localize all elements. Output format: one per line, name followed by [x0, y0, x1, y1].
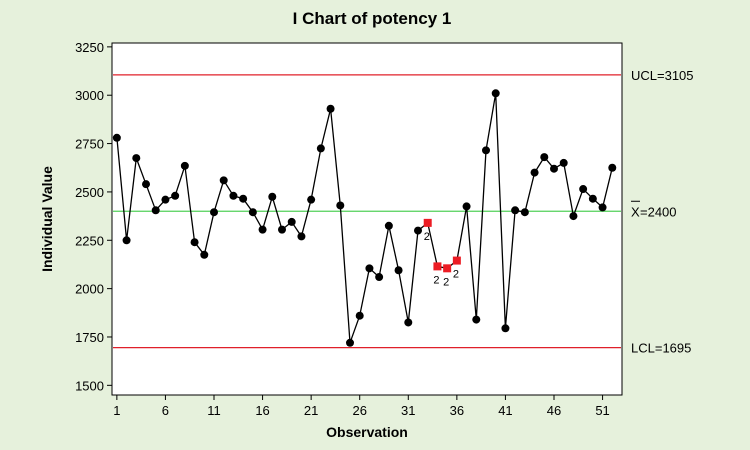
- x-tick-label: 1: [113, 403, 120, 418]
- x-tick-label: 26: [352, 403, 366, 418]
- data-point: [307, 195, 316, 204]
- data-point: [414, 226, 422, 235]
- y-tick-label: 3000: [75, 88, 104, 103]
- data-point: [384, 221, 393, 230]
- y-axis-label: Individual Value: [39, 166, 55, 272]
- data-point: [540, 153, 549, 162]
- data-point: [355, 311, 364, 320]
- data-point: [482, 146, 490, 155]
- data-point: [161, 195, 170, 204]
- data-point: [112, 133, 121, 142]
- data-point: [219, 176, 228, 185]
- data-point: [122, 236, 131, 245]
- flag-label: 2: [433, 274, 439, 286]
- flagged-point: [443, 264, 452, 273]
- data-point: [394, 266, 403, 275]
- control-limit-label: =2400: [640, 204, 677, 219]
- data-series: [116, 93, 613, 344]
- data-point: [151, 206, 160, 215]
- data-points: [112, 89, 617, 347]
- data-point: [297, 232, 306, 241]
- data-point: [268, 192, 277, 201]
- y-tick-label: 2750: [75, 137, 104, 152]
- data-point: [180, 161, 189, 170]
- flag-label: 2: [424, 231, 430, 243]
- data-point: [511, 206, 520, 215]
- x-tick-label: 16: [255, 403, 269, 418]
- x-axis: 1 6 11 16 21 26 31 36 41 46 51: [113, 395, 610, 418]
- data-point: [171, 191, 180, 200]
- flagged-point: [433, 262, 442, 271]
- x-tick-label: 31: [401, 403, 415, 418]
- data-point: [404, 318, 413, 327]
- y-tick-label: 2500: [75, 185, 104, 200]
- data-point: [142, 180, 150, 189]
- x-tick-label: 36: [450, 403, 464, 418]
- x-tick-label: 41: [498, 403, 512, 418]
- chart-title: I Chart of potency 1: [293, 9, 452, 28]
- plot-area: [111, 42, 623, 396]
- control-limits: UCL=3105 X =2400 LCL=1695: [113, 68, 694, 356]
- data-point: [229, 191, 238, 200]
- flagged-point: [423, 218, 432, 227]
- control-limit-label: UCL=3105: [631, 68, 694, 83]
- x-tick-label: 51: [595, 403, 609, 418]
- data-point: [326, 104, 335, 113]
- data-point: [579, 185, 588, 194]
- data-point: [132, 154, 141, 163]
- data-point: [190, 238, 199, 247]
- flagged-point: [452, 256, 461, 265]
- x-axis-label: Observation: [326, 424, 408, 440]
- x-tick-label: 11: [207, 403, 221, 418]
- data-point: [550, 164, 558, 173]
- x-tick-label: 21: [304, 403, 318, 418]
- data-point: [200, 250, 209, 259]
- data-point: [472, 315, 481, 324]
- data-point: [210, 208, 218, 217]
- data-point: [598, 203, 607, 212]
- data-point: [559, 158, 568, 167]
- flag-labels: 22 22: [424, 231, 459, 288]
- y-tick-label: 1750: [75, 330, 104, 345]
- x-tick-label: 6: [162, 403, 169, 418]
- flag-label: 2: [453, 269, 459, 281]
- y-tick-label: 2250: [75, 233, 104, 248]
- mean-symbol: X: [631, 204, 640, 219]
- data-point: [520, 208, 529, 217]
- data-point: [316, 144, 325, 153]
- data-point: [239, 194, 248, 203]
- control-limit-label: LCL=1695: [631, 341, 691, 356]
- data-point: [365, 264, 374, 273]
- y-axis: 1500 1750 2000 2250 2500 2750 3000 3250: [75, 40, 112, 393]
- y-tick-label: 2000: [75, 282, 104, 297]
- data-point: [258, 225, 267, 234]
- data-point: [248, 208, 257, 217]
- data-point: [346, 338, 354, 347]
- data-point: [588, 194, 597, 203]
- data-point: [608, 163, 617, 172]
- data-point: [278, 225, 286, 234]
- data-point: [462, 202, 471, 211]
- data-point: [491, 89, 500, 98]
- data-point: [530, 168, 539, 177]
- y-tick-label: 3250: [75, 40, 104, 55]
- data-point: [569, 212, 578, 221]
- y-tick-label: 1500: [75, 378, 104, 393]
- data-point: [501, 324, 510, 333]
- flag-label: 2: [443, 276, 449, 288]
- x-tick-label: 46: [547, 403, 561, 418]
- data-point: [336, 201, 345, 210]
- data-point: [287, 217, 296, 226]
- series-line: [116, 93, 613, 344]
- data-point: [375, 273, 384, 282]
